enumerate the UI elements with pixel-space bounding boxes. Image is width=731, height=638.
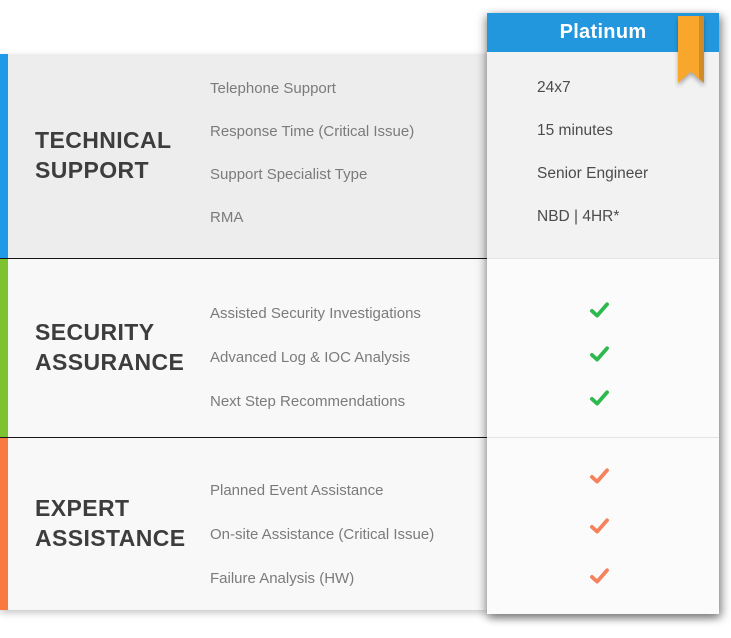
section-title-line: TECHNICAL	[35, 127, 172, 154]
feature-label: On-site Assistance (Critical Issue)	[210, 525, 435, 543]
plan-name: Platinum	[559, 21, 647, 43]
feature-rows: Telephone Support Response Time (Critica…	[210, 54, 481, 239]
technical-support-accent-bar	[0, 54, 8, 258]
plan-section-technical-support: 24x7 15 minutes Senior Engineer NBD | 4H…	[487, 52, 719, 258]
plan-value: NBD | 4HR*	[537, 207, 620, 225]
check-icon	[589, 517, 609, 534]
table-row: Advanced Log & IOC Analysis	[210, 335, 481, 379]
section-title-line: SECURITY	[35, 319, 155, 346]
plan-section-expert-assistance	[487, 437, 719, 614]
feature-label: Assisted Security Investigations	[210, 304, 421, 322]
table-row: Telephone Support	[210, 67, 481, 110]
plan-row: Senior Engineer	[487, 152, 719, 195]
feature-label: Next Step Recommendations	[210, 392, 406, 410]
plan-row	[487, 375, 719, 419]
table-row: Assisted Security Investigations	[210, 291, 481, 335]
feature-rows: Planned Event Assistance On-site Assista…	[210, 438, 481, 600]
plan-value: 24x7	[537, 78, 571, 96]
table-row: Failure Analysis (HW)	[210, 556, 481, 600]
feature-label: Response Time (Critical Issue)	[210, 123, 415, 140]
feature-label: Support Specialist Type	[210, 166, 368, 183]
plan-row: NBD | 4HR*	[487, 195, 719, 238]
section-title-line: ASSISTANCE	[35, 525, 186, 551]
table-row: On-site Assistance (Critical Issue)	[210, 512, 481, 556]
expert-assistance-accent-bar	[0, 438, 8, 610]
check-icon	[589, 345, 609, 362]
check-icon	[589, 301, 609, 318]
section-technical-support: TECHNICAL SUPPORT Telephone Support Resp…	[0, 54, 487, 258]
table-row: RMA	[210, 196, 481, 239]
plan-row	[487, 331, 719, 375]
feature-label: Planned Event Assistance	[210, 481, 384, 499]
plan-section-security-assurance	[487, 258, 719, 437]
section-title: EXPERT ASSISTANCE	[35, 494, 186, 554]
feature-label: RMA	[210, 209, 244, 226]
bookmark-ribbon-icon	[678, 16, 704, 83]
plan-values: 24x7 15 minutes Senior Engineer NBD | 4H…	[487, 52, 719, 614]
section-title: TECHNICAL SUPPORT	[35, 126, 171, 186]
section-title-line: EXPERT	[35, 495, 130, 522]
table-row: Planned Event Assistance	[210, 468, 481, 512]
table-row: Support Specialist Type	[210, 153, 481, 196]
check-icon	[589, 567, 609, 584]
plan-row	[487, 287, 719, 331]
platinum-plan-card: Platinum 24x7 15 minutes Senior Engineer…	[487, 13, 719, 614]
feature-label: Telephone Support	[210, 80, 336, 97]
feature-label: Advanced Log & IOC Analysis	[210, 348, 411, 366]
feature-table: TECHNICAL SUPPORT Telephone Support Resp…	[0, 54, 487, 610]
feature-rows: Assisted Security Investigations Advance…	[210, 259, 481, 423]
section-title: SECURITY ASSURANCE	[35, 318, 184, 378]
plan-value: 15 minutes	[537, 121, 613, 139]
section-expert-assistance: EXPERT ASSISTANCE Planned Event Assistan…	[0, 437, 487, 610]
plan-row	[487, 500, 719, 550]
check-icon	[589, 389, 609, 406]
plan-row: 24x7	[487, 66, 719, 109]
section-title-line: SUPPORT	[35, 157, 149, 183]
plan-row	[487, 550, 719, 600]
check-icon	[589, 467, 609, 484]
table-row: Next Step Recommendations	[210, 379, 481, 423]
security-assurance-accent-bar	[0, 259, 8, 437]
table-row: Response Time (Critical Issue)	[210, 110, 481, 153]
feature-label: Failure Analysis (HW)	[210, 569, 355, 587]
plan-row: 15 minutes	[487, 109, 719, 152]
section-security-assurance: SECURITY ASSURANCE Assisted Security Inv…	[0, 258, 487, 437]
section-title-line: ASSURANCE	[35, 349, 185, 375]
plan-value: Senior Engineer	[537, 164, 649, 182]
plan-row	[487, 450, 719, 500]
